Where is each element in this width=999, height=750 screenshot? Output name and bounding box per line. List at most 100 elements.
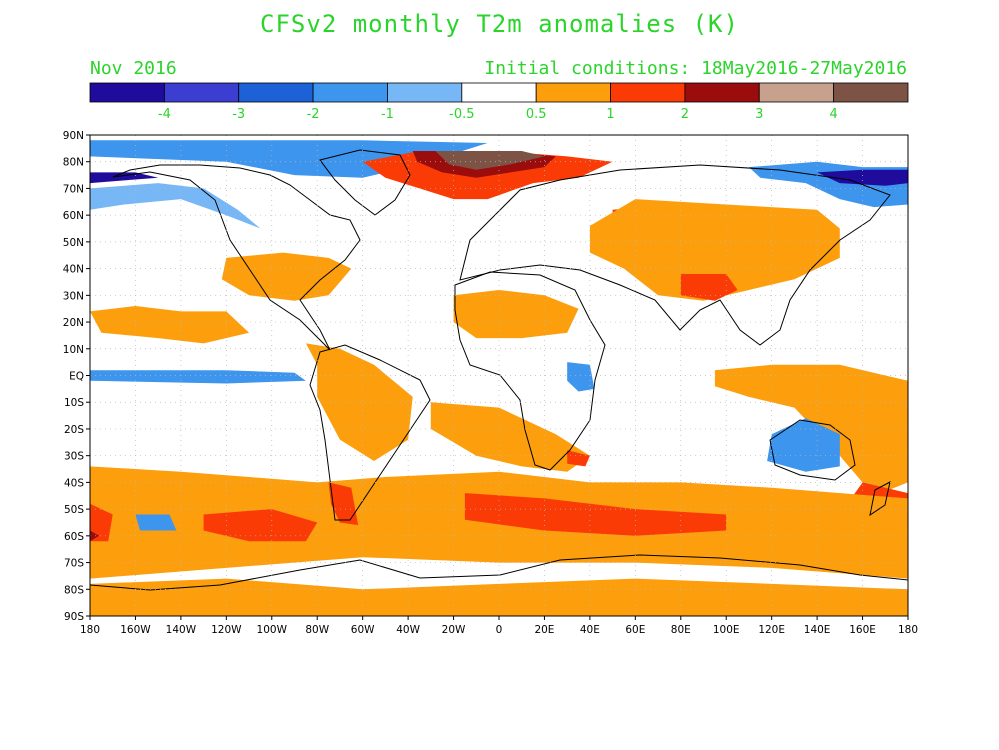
- colorbar-label: -4: [158, 107, 171, 122]
- colorbar-swatch: [758, 82, 835, 103]
- lat-tick-label: 10N: [63, 344, 84, 356]
- lat-tick-label: 60S: [64, 531, 84, 543]
- lat-tick-label: 80N: [63, 157, 84, 169]
- lon-tick-label: 160E: [849, 624, 876, 636]
- colorbar-swatch: [238, 82, 314, 103]
- colorbar-label: 1: [606, 107, 614, 122]
- eurasia-coast: [459, 164, 891, 346]
- new-zealand-coast: [869, 481, 891, 517]
- lat-tick-label: 90S: [64, 611, 84, 623]
- latitude-labels: 90N 80N 70N 60N 50N 40N 30N 20N 10N EQ 10S 20S 30S 40…: [63, 130, 90, 623]
- forecast-month: Nov 2016: [90, 58, 177, 79]
- lat-tick-label: 20S: [64, 424, 84, 436]
- lon-tick-label: 60W: [351, 624, 375, 636]
- africa-coast: [454, 271, 606, 471]
- anomaly-region: [767, 418, 840, 472]
- antarctica-coast: [90, 554, 908, 591]
- lon-tick-label: 140W: [166, 624, 197, 636]
- anomaly-region: [90, 306, 250, 344]
- north-america-coast: [112, 164, 361, 351]
- anomaly-region: [90, 578, 908, 616]
- longitude-labels: 180 160W 140W 120W 100W 80W 60W 40W 20W 0 20E 40E 60…: [80, 616, 918, 636]
- colorbar-label: 3: [755, 107, 763, 122]
- colorbar-swatch: [163, 82, 240, 103]
- anomaly-region: [203, 509, 318, 542]
- lon-tick-label: 100W: [257, 624, 288, 636]
- lon-tick-label: 60E: [625, 624, 645, 636]
- anomaly-region: [453, 290, 579, 339]
- anomaly-region: [90, 183, 261, 229]
- lon-tick-label: 180: [898, 624, 918, 636]
- colorbar-label: -3: [232, 107, 245, 122]
- anomaly-region: [435, 151, 545, 170]
- lon-tick-label: 40W: [396, 624, 420, 636]
- lon-tick-label: 120E: [758, 624, 785, 636]
- colorbar-swatch: [610, 82, 686, 103]
- lon-tick-label: 0: [496, 624, 503, 636]
- colorbar-label: -1: [381, 107, 394, 122]
- lat-tick-label: 30N: [63, 290, 84, 302]
- lat-tick-label: 70N: [63, 183, 84, 195]
- lon-tick-label: 20W: [442, 624, 466, 636]
- colorbar-label: -0.5: [449, 107, 474, 122]
- lat-tick-label: 10S: [64, 397, 84, 409]
- lat-tick-label: EQ: [69, 371, 84, 383]
- colorbar-label: 0.5: [526, 107, 547, 122]
- lat-tick-label: 80S: [64, 584, 84, 596]
- colorbar-swatch: [312, 82, 388, 103]
- lat-tick-label: 50N: [63, 237, 84, 249]
- lat-tick-label: 30S: [64, 451, 84, 463]
- lon-tick-label: 20E: [534, 624, 554, 636]
- anomaly-region: [430, 402, 590, 472]
- anomaly-region: [90, 503, 113, 542]
- lon-tick-label: 120W: [211, 624, 242, 636]
- greenland-coast: [319, 149, 411, 216]
- coastlines: [90, 149, 908, 591]
- lat-tick-label: 70S: [64, 558, 84, 570]
- lon-tick-label: 40E: [580, 624, 600, 636]
- lon-tick-label: 100E: [713, 624, 740, 636]
- colorbar-label: 4: [829, 107, 837, 122]
- colorbar-label: 2: [681, 107, 689, 122]
- anomaly-region: [328, 482, 359, 526]
- anomaly-region: [680, 274, 738, 301]
- south-america-coast: [309, 344, 431, 521]
- lat-tick-label: 40S: [64, 477, 84, 489]
- lat-tick-label: 40N: [63, 264, 84, 276]
- colorbar: -4 -3 -2 -1 -0.5 0.5 1 2 3 4: [89, 82, 909, 122]
- anomaly-region: [567, 362, 595, 392]
- anomaly-region: [714, 364, 908, 496]
- anomaly-region: [135, 514, 177, 531]
- lat-tick-label: 50S: [64, 504, 84, 516]
- lat-tick-label: 90N: [63, 130, 84, 142]
- anomaly-region: [90, 370, 306, 384]
- anomaly-region: [589, 199, 840, 301]
- lat-tick-label: 20N: [63, 317, 84, 329]
- anomaly-region: [305, 343, 413, 461]
- map-title: CFSv2 monthly T2m anomalies (K): [260, 10, 739, 38]
- lon-tick-label: 140E: [804, 624, 831, 636]
- lon-tick-label: 180: [80, 624, 100, 636]
- lat-tick-label: 60N: [63, 210, 84, 222]
- anomaly-region: [464, 493, 727, 536]
- lon-tick-label: 160W: [120, 624, 151, 636]
- australia-coast: [769, 419, 856, 481]
- map-area: 90N 80N 70N 60N 50N 40N 30N 20N 10N EQ 10S 20S 30S 40…: [63, 130, 918, 636]
- colorbar-swatch: [89, 82, 165, 103]
- colorbar-label: -2: [307, 107, 320, 122]
- colorbar-swatch: [387, 82, 463, 103]
- lon-tick-label: 80W: [305, 624, 329, 636]
- anomaly-fields: [90, 140, 908, 616]
- colorbar-swatch: [535, 82, 611, 103]
- anomaly-region: [90, 530, 100, 542]
- initial-conditions: Initial conditions: 18May2016-27May2016: [484, 58, 907, 79]
- colorbar-swatch: [833, 82, 909, 103]
- colorbar-swatch: [684, 82, 760, 103]
- lon-tick-label: 80E: [671, 624, 691, 636]
- anomaly-region: [567, 450, 590, 467]
- colorbar-swatch: [461, 82, 537, 103]
- anomaly-region: [90, 172, 159, 184]
- anomaly-region: [221, 252, 352, 301]
- anomaly-region: [817, 169, 908, 186]
